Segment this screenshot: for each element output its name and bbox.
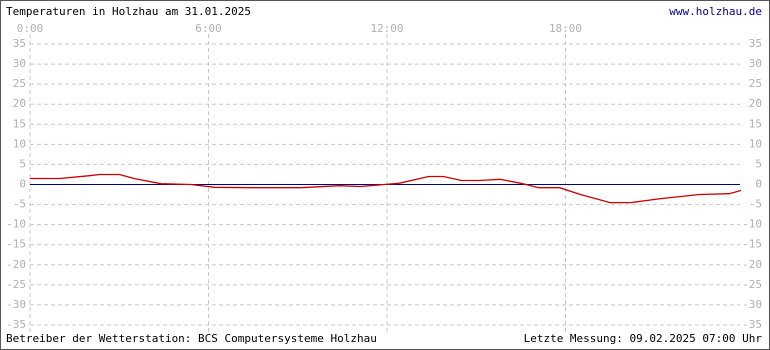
y-tick-label: 5 — [19, 157, 26, 170]
y-tick-label: -30 — [6, 298, 26, 311]
y-tick-label-right: -20 — [742, 258, 762, 271]
y-tick-label-right: 35 — [749, 37, 762, 50]
y-tick-label-right: -10 — [742, 218, 762, 231]
y-tick-label-right: -25 — [742, 278, 762, 291]
y-tick-label-right: -5 — [749, 198, 762, 211]
chart-title: Temperaturen in Holzhau am 31.01.2025 — [6, 5, 251, 18]
y-tick-label-right: -15 — [742, 238, 762, 251]
footer-operator: Betreiber der Wetterstation: BCS Compute… — [6, 332, 377, 345]
y-tick-label-right: 5 — [755, 157, 762, 170]
y-tick-label-right: 20 — [749, 97, 762, 110]
y-tick-label-right: -35 — [742, 318, 762, 331]
x-tick-label: 6:00 — [195, 22, 222, 35]
y-tick-label-right: 0 — [755, 178, 762, 191]
x-tick-label: 12:00 — [370, 22, 403, 35]
y-tick-label-right: 25 — [749, 77, 762, 90]
footer-last-measurement: Letzte Messung: 09.02.2025 07:00 Uhr — [524, 332, 763, 345]
y-tick-label: 30 — [13, 57, 26, 70]
y-tick-label: -15 — [6, 238, 26, 251]
site-link[interactable]: www.holzhau.de — [669, 5, 762, 18]
temperature-line — [30, 173, 742, 204]
y-tick-label-right: -30 — [742, 298, 762, 311]
y-tick-label-right: 30 — [749, 57, 762, 70]
x-tick-label: 0:00 — [17, 22, 44, 35]
y-tick-label: -10 — [6, 218, 26, 231]
y-tick-label: 25 — [13, 77, 26, 90]
y-tick-label-right: 10 — [749, 137, 762, 150]
y-tick-label: 15 — [13, 117, 26, 130]
y-tick-label: 10 — [13, 137, 26, 150]
y-tick-label: 20 — [13, 97, 26, 110]
y-tick-label: -25 — [6, 278, 26, 291]
y-tick-label: 0 — [19, 178, 26, 191]
y-tick-label: -35 — [6, 318, 26, 331]
y-tick-label: -20 — [6, 258, 26, 271]
x-tick-label: 18:00 — [549, 22, 582, 35]
y-tick-label: 35 — [13, 37, 26, 50]
y-tick-label-right: 15 — [749, 117, 762, 130]
y-tick-label: -5 — [13, 198, 26, 211]
